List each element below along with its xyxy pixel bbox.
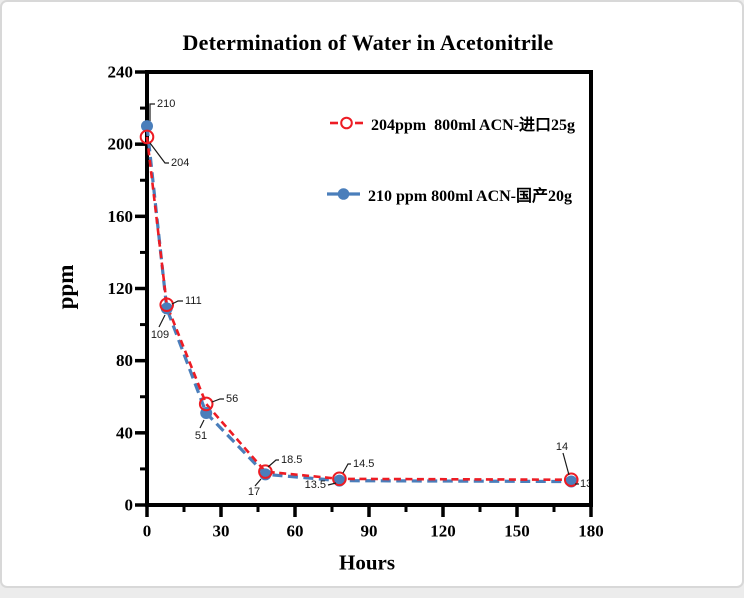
x-tick-label: 150 <box>504 522 530 541</box>
data-point-marker <box>563 472 579 488</box>
data-point-marker <box>198 396 214 412</box>
x-tick-label: 60 <box>287 522 304 541</box>
open-circle-marker-icon <box>330 112 364 134</box>
annotation-leader <box>158 314 166 328</box>
series-line-0 <box>145 136 572 482</box>
annotation-label: 18.5 <box>281 454 302 466</box>
x-tick-label: 120 <box>430 522 456 541</box>
chart-title: Determination of Water in Acetonitrile <box>182 30 554 55</box>
annotation-leader <box>199 419 205 429</box>
x-tick-label: 180 <box>578 522 604 541</box>
series-line-1 <box>145 125 572 484</box>
y-tick-label: 240 <box>108 63 134 82</box>
y-tick-label: 120 <box>108 279 134 298</box>
legend-item-210ppm-domestic: 210 ppm 800ml ACN-国产20g <box>327 182 572 206</box>
x-tick-label: 0 <box>143 522 152 541</box>
y-tick-label: 80 <box>116 351 133 370</box>
data-point-marker <box>332 471 347 487</box>
x-tick-label: 30 <box>213 522 230 541</box>
annotation-label: 210 <box>157 98 175 110</box>
annotation-label: 51 <box>195 430 207 442</box>
data-point-marker <box>258 464 273 479</box>
annotation-leader <box>211 398 224 403</box>
annotation-label: 56 <box>226 393 238 405</box>
data-point-marker <box>139 129 155 145</box>
annotation-label: 204 <box>171 157 189 169</box>
plot-frame <box>145 70 593 507</box>
annotation-leader <box>149 103 155 121</box>
annotation-label: 109 <box>151 329 169 341</box>
legend-label: 204ppm 800ml ACN-进口25g <box>371 117 576 134</box>
annotation-label: 14.5 <box>353 458 374 470</box>
annotation-label: 13.5 <box>305 479 326 491</box>
annotation-leader <box>267 459 279 468</box>
data-point-marker <box>141 120 153 133</box>
series-markers-0 <box>139 129 579 488</box>
annotation-label: 111 <box>185 295 202 307</box>
annotation-label: 17 <box>248 486 260 498</box>
y-tick-label: 0 <box>125 496 134 515</box>
y-tick-label: 160 <box>108 207 134 226</box>
annotation-leader <box>254 478 262 487</box>
annotation-leader <box>171 300 183 305</box>
annotation-label: 13 <box>580 478 592 490</box>
filled-circle-marker-icon <box>327 183 361 205</box>
annotation-leader <box>342 463 351 474</box>
y-tick-label: 200 <box>108 135 134 154</box>
data-annotations: 210 204 111 109 56 51 18.5 17 14.5 13.5 14 13 <box>149 98 592 498</box>
data-point-marker <box>159 297 175 313</box>
annotation-label: 14 <box>556 441 568 453</box>
legend-label: 210 ppm 800ml ACN-国产20g <box>368 188 573 205</box>
axis-ticks <box>135 70 593 517</box>
tick-labels: 240 200 160 120 80 40 00 30 60 90 120 150 180 <box>108 63 604 541</box>
legend-item-204ppm-imported: 204ppm 800ml ACN-进口25g <box>330 111 575 135</box>
x-axis-label: Hours <box>338 550 396 575</box>
y-tick-label: 40 <box>116 423 133 442</box>
x-tick-label: 90 <box>361 522 378 541</box>
annotation-leader <box>149 142 169 164</box>
annotation-leader <box>327 482 337 486</box>
annotation-leader <box>562 452 570 476</box>
